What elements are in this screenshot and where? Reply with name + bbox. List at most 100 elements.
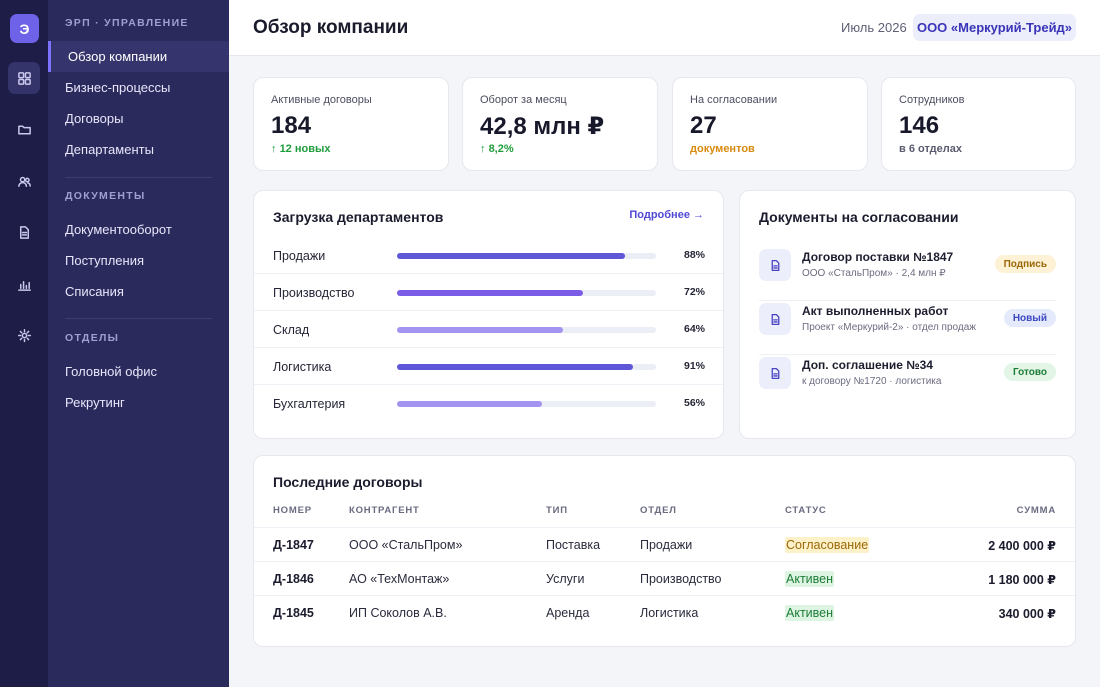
users-icon[interactable] (8, 165, 40, 197)
approvals-card: Документы на согласовании Договор постав… (739, 190, 1076, 439)
contract-sum: 2 400 000 ₽ (988, 539, 1056, 553)
stat-card-employees: Сотрудников 146 в 6 отделах (881, 77, 1076, 171)
dashboard-icon[interactable] (8, 62, 40, 94)
load-percent: 91% (683, 360, 705, 372)
contract-department: Продажи (640, 538, 693, 552)
nav-item-company-overview[interactable]: Обзор компании (48, 41, 229, 72)
nav-item-receipts[interactable]: Поступления (65, 253, 145, 268)
nav-item-recruiting[interactable]: Рекрутинг (65, 395, 125, 410)
load-bar-fill (397, 364, 633, 370)
stat-label: На согласовании (690, 94, 778, 106)
department-name: Склад (273, 323, 310, 337)
contract-counterparty: ООО «СтальПром» (349, 538, 463, 552)
contract-number[interactable]: Д-1846 (273, 572, 314, 586)
stat-card-pending-approval: На согласовании 27 документов (672, 77, 868, 171)
department-row: Склад 64% (254, 311, 723, 348)
icon-rail: Э (0, 0, 48, 687)
contract-status: Активен (785, 605, 835, 621)
load-bar-track (397, 364, 656, 370)
contract-status: Активен (785, 571, 835, 587)
status-badge: Активен (785, 605, 835, 621)
document-subtitle: к договору №1720 · логистика (802, 376, 942, 387)
period-selector[interactable]: Июль 2026 (841, 20, 907, 35)
file-icon (759, 303, 791, 335)
table-row[interactable]: Д-1847 ООО «СтальПром» Поставка Продажи Согл… (254, 527, 1075, 561)
file-icon (759, 249, 791, 281)
contract-department: Логистика (640, 606, 699, 620)
department-name: Логистика (273, 360, 332, 374)
nav-item-contracts[interactable]: Договоры (65, 111, 124, 126)
department-row: Логистика 91% (254, 348, 723, 385)
load-bar-fill (397, 253, 625, 259)
folder-icon[interactable] (8, 113, 40, 145)
status-badge: Активен (785, 571, 835, 587)
organization-selector[interactable]: ООО «Меркурий-Трейд» (913, 14, 1076, 41)
nav-item-document-flow[interactable]: Документооборот (65, 222, 172, 237)
status-badge: Готово (1003, 363, 1056, 381)
load-bar-track (397, 253, 656, 259)
load-bar-track (397, 401, 656, 407)
status-badge: Новый (1003, 309, 1056, 327)
page-title: Обзор компании (253, 17, 409, 38)
contract-type: Аренда (546, 606, 590, 620)
document-title: Договор поставки №1847 (802, 250, 954, 264)
navigation-panel: ЭРП · УПРАВЛЕНИЕ Обзор компании Бизнес-п… (48, 0, 229, 687)
column-header-department: ОТДЕЛ (640, 505, 677, 516)
contract-number[interactable]: Д-1847 (273, 538, 314, 552)
chart-icon[interactable] (8, 268, 40, 300)
load-bar-fill (397, 290, 584, 296)
stat-value: 184 (271, 112, 312, 139)
table-row[interactable]: Д-1845 ИП Соколов А.В. Аренда Логистика Акти… (254, 595, 1075, 629)
nav-item-departments[interactable]: Департаменты (65, 142, 154, 157)
column-header-status: СТАТУС (785, 505, 827, 516)
card-title: Документы на согласовании (759, 209, 959, 225)
nav-section-title: ОТДЕЛЫ (65, 332, 120, 344)
status-badge: Подпись (994, 255, 1056, 273)
document-icon[interactable] (8, 216, 40, 248)
card-title: Последние договоры (273, 474, 423, 490)
stat-card-active-contracts: Активные договоры 184 ↑ 12 новых (253, 77, 449, 171)
stat-value: 146 (899, 112, 940, 139)
arrow-up-icon: ↑ (271, 143, 277, 155)
contract-department: Производство (640, 572, 722, 586)
table-row[interactable]: Д-1846 АО «ТехМонтаж» Услуги Производство Ак… (254, 561, 1075, 595)
load-bar-fill (397, 401, 543, 407)
approval-item[interactable]: Договор поставки №1847 ООО «СтальПром» · … (759, 247, 1056, 301)
column-header-sum: СУММА (1016, 505, 1056, 516)
stat-subtext: ↑ 12 новых (271, 143, 331, 155)
column-header-type: ТИП (546, 505, 568, 516)
contract-type: Услуги (546, 572, 585, 586)
contract-sum: 1 180 000 ₽ (988, 573, 1056, 587)
nav-divider (65, 318, 212, 319)
more-link[interactable]: Подробнее → (629, 209, 704, 221)
stat-subtext: ↑ 8,2% (480, 143, 514, 155)
document-title: Доп. соглашение №34 (802, 358, 933, 372)
column-header-number: НОМЕР (273, 505, 312, 516)
department-name: Бухгалтерия (273, 397, 346, 411)
department-row: Продажи 88% (254, 237, 723, 274)
nav-item-write-offs[interactable]: Списания (65, 284, 124, 299)
settings-icon[interactable] (8, 319, 40, 351)
nav-section-title: ДОКУМЕНТЫ (65, 190, 146, 202)
contract-sum: 340 000 ₽ (998, 607, 1056, 621)
file-icon (759, 357, 791, 389)
nav-item-head-office[interactable]: Головной офис (65, 364, 157, 379)
recent-contracts-card: Последние договоры НОМЕР КОНТРАГЕНТ ТИП … (253, 455, 1076, 647)
document-subtitle: Проект «Меркурий-2» · отдел продаж (802, 322, 976, 333)
load-percent: 56% (683, 397, 705, 409)
nav-section-title: ЭРП · УПРАВЛЕНИЕ (65, 17, 189, 29)
load-bar-fill (397, 327, 563, 333)
contract-number[interactable]: Д-1845 (273, 606, 314, 620)
document-title: Акт выполненных работ (802, 304, 949, 318)
stat-label: Сотрудников (899, 94, 965, 106)
approval-item[interactable]: Доп. соглашение №34 к договору №1720 · ло… (759, 355, 1056, 409)
card-title: Загрузка департаментов (273, 209, 444, 225)
top-header: Обзор компании Июль 2026 ООО «Меркурий-Т… (229, 0, 1100, 56)
load-percent: 72% (683, 286, 705, 298)
stat-subtext: в 6 отделах (899, 143, 963, 155)
department-row: Бухгалтерия 56% (254, 385, 723, 422)
nav-item-business-processes[interactable]: Бизнес-процессы (65, 80, 171, 95)
approval-item[interactable]: Акт выполненных работ Проект «Меркурий-2»… (759, 301, 1056, 355)
app-logo[interactable]: Э (10, 14, 39, 43)
arrow-up-icon: ↑ (480, 143, 486, 155)
